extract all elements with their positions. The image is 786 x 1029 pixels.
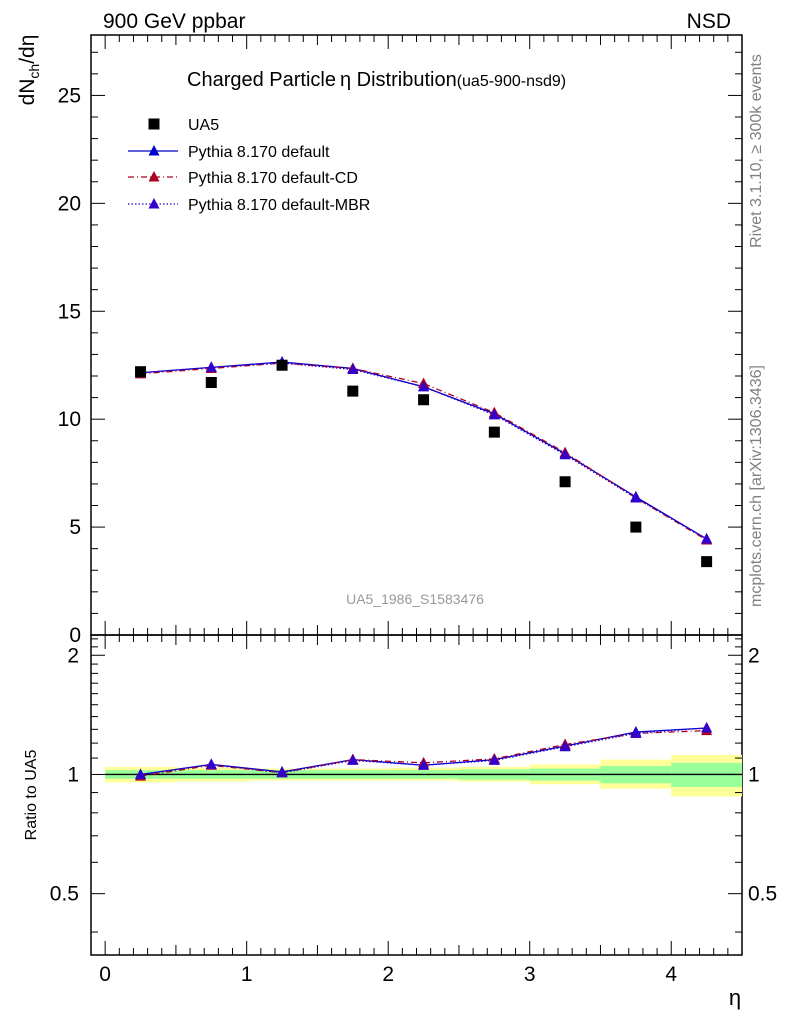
main-y-tick-label-zero: 0 [69,624,81,647]
ratio-y-axis-label: Ratio to UA5 [23,750,40,841]
ratio-point-default-mbr [488,754,500,765]
ratio-panel: 0.5 0.5 1 1 2 2 0 1 2 3 4 Ratio to UA5 η [23,634,777,1010]
main-title-rest: Distribution [351,69,457,91]
main-title-main: Charged Particle [187,69,336,91]
main-ylabel-sub: ch [26,64,42,79]
main-point-ua5 [559,476,571,488]
ratio-tick-labels: 0.5 0.5 1 1 2 2 0 1 2 3 4 [50,644,777,986]
main-y-tick-label: 20 [58,192,81,215]
ratio-point-default-mbr [276,766,288,778]
main-line-default-mbr [140,362,707,540]
main-point-ua5 [701,556,713,568]
legend-marker-default [148,145,160,156]
main-y-tick-label: 10 [58,408,81,431]
x-tick-label: 2 [382,963,394,986]
main-y-tick-label: 5 [69,516,81,539]
ratio-point-default-mbr [418,759,430,770]
rivet-version-label: Rivet 3.1.10, ≥ 300k events [748,54,765,248]
ratio-point-default-mbr [559,740,571,752]
ratio-y-tick-label-right: 1 [748,763,760,786]
main-series-group [135,355,713,568]
main-ylabel-main: dN [16,79,39,106]
header-right-label: NSD [687,10,731,33]
ratio-axis-ticks [91,635,743,955]
x-tick-label: 3 [524,963,536,986]
main-point-default-mbr [488,408,500,420]
header-left-label: 900 GeV ppbar [103,10,245,33]
x-tick-label: 4 [665,963,677,986]
ratio-point-default-mbr [205,758,217,769]
main-point-ua5 [488,426,500,438]
ratio-y-tick-label: 1 [67,763,79,786]
analysis-watermark: UA5_1986_S1583476 [346,591,484,607]
main-y-tick-label: 25 [58,84,81,107]
ratio-y-tick-label-right: 2 [748,644,760,667]
x-tick-label: 0 [99,963,111,986]
ratio-point-default-mbr [630,727,642,738]
main-point-ua5 [418,394,430,406]
ratio-line-default-mbr [140,727,707,776]
main-point-ua5 [630,521,642,533]
legend-marker-default-mbr [148,198,160,209]
ratio-y-tick-label: 2 [67,644,79,667]
ratio-y-tick-label-right: 0.5 [748,883,777,906]
main-title: Charged Particle η Distribution(ua5-900-n… [187,69,566,91]
main-point-default-mbr [701,532,713,544]
mcplots-label: mcplots.cern.ch [arXiv:1306.3436] [748,365,765,607]
ratio-point-default-mbr [347,754,359,765]
main-point-default-mbr [630,491,642,503]
main-y-axis-label: dNch/dη [16,35,42,106]
main-point-ua5 [135,366,147,378]
x-axis-label: η [729,985,741,1010]
main-panel: 5 10 15 20 25 0 Charged Particle η Distributio… [16,34,743,647]
ratio-frame [90,634,743,956]
ratio-point-default-mbr [135,768,147,779]
ratio-series-group [135,722,713,781]
legend-label: UA5 [188,117,219,134]
legend-label: Pythia 8.170 default-MBR [188,197,370,214]
main-title-tag: (ua5-900-nsd9) [457,73,566,90]
main-point-default-mbr [347,363,359,375]
x-tick-label: 1 [241,963,253,986]
ratio-y-tick-label: 0.5 [50,883,79,906]
main-axis-ticks [91,35,743,636]
legend-label: Pythia 8.170 default [188,144,330,161]
main-y-tick-labels: 5 10 15 20 25 0 [58,84,81,647]
legend: UA5 Pythia 8.170 default Pythia 8.170 defa… [128,117,370,214]
legend-label: Pythia 8.170 default-CD [188,170,358,187]
main-point-ua5 [347,385,359,397]
main-point-default-mbr [559,448,571,460]
main-y-tick-label: 15 [58,300,81,323]
ratio-point-default-mbr [701,722,713,733]
main-point-ua5 [276,359,288,371]
legend-marker-default-cd [148,171,160,182]
main-ylabel-rest: /dη [16,35,39,64]
main-title-symbol: η [340,69,351,91]
main-point-default-mbr [418,380,430,392]
main-point-ua5 [205,376,217,388]
legend-marker-ua5 [148,118,160,130]
main-point-default-mbr [205,361,217,372]
